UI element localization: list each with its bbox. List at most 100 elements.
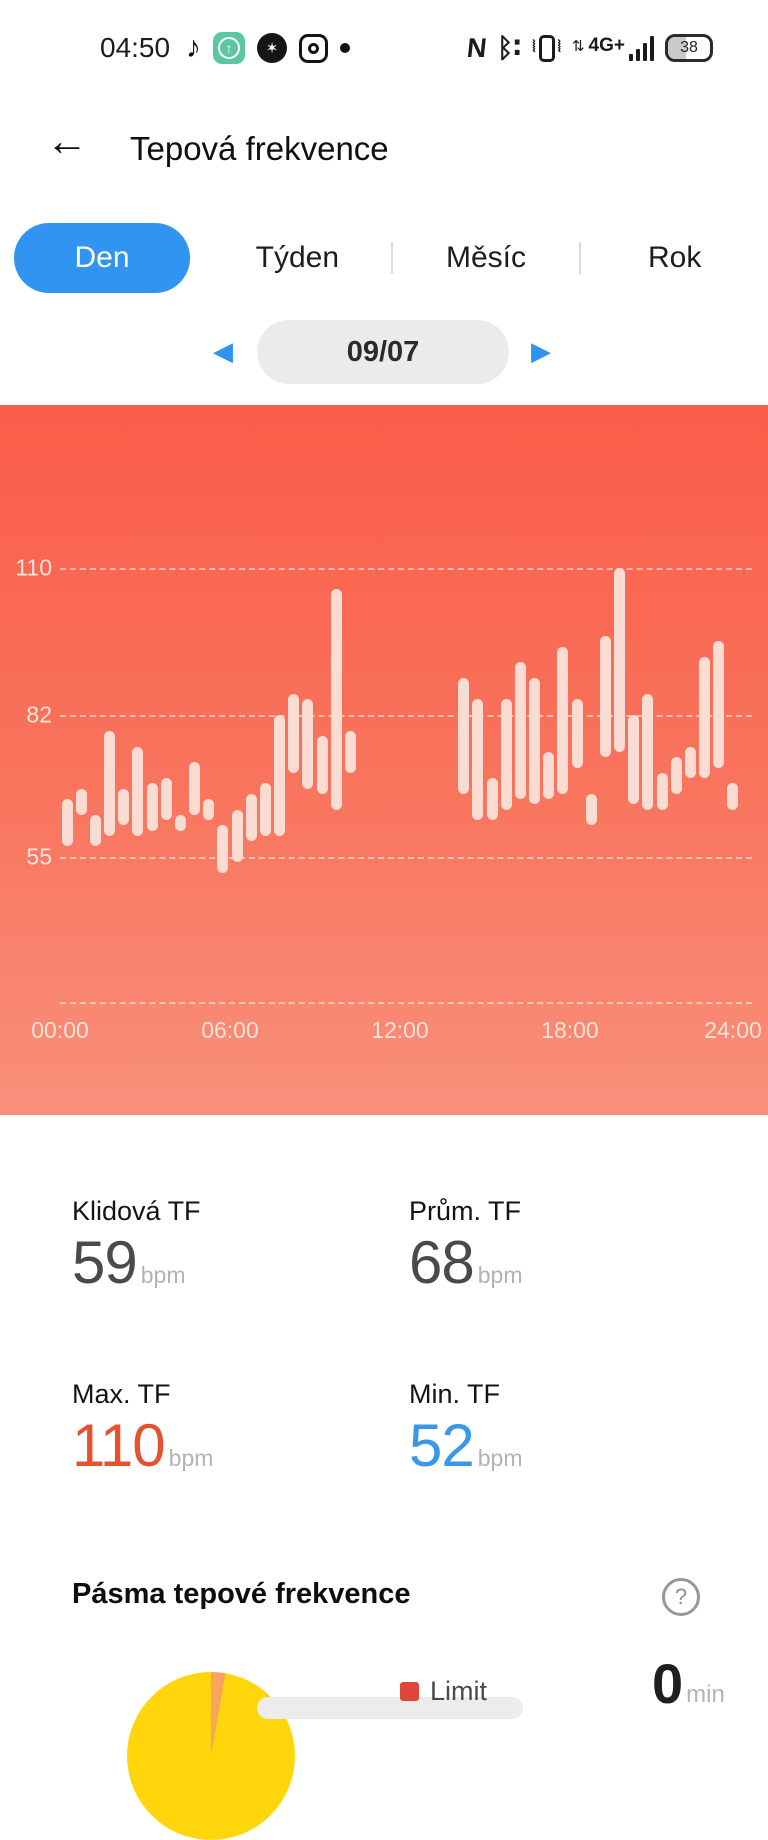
x-axis-tick-label: 00:00 bbox=[31, 1017, 89, 1043]
hr-range-bar-10:00[interactable] bbox=[344, 730, 356, 773]
stat-label: Prům. TF bbox=[409, 1196, 522, 1226]
hr-range-bar-20:00[interactable] bbox=[628, 714, 640, 805]
zone-duration-unit: min bbox=[686, 1681, 725, 1708]
hr-range-bar-06:00[interactable] bbox=[231, 809, 243, 863]
signal-bars-icon bbox=[629, 35, 654, 61]
hr-range-bar-14:30[interactable] bbox=[472, 699, 484, 821]
hr-range-bar-19:30[interactable] bbox=[614, 567, 626, 752]
hr-range-bar-03:30[interactable] bbox=[160, 778, 172, 821]
hr-range-bar-21:30[interactable] bbox=[670, 757, 682, 794]
next-day-icon[interactable]: ▶ bbox=[531, 336, 551, 366]
x-axis-tick-label: 18:00 bbox=[541, 1017, 599, 1043]
system-icons: N ᛒ∶ ⦚ ⦚ ⇅ 4G+ 38 bbox=[465, 30, 713, 66]
hr-range-bar-15:30[interactable] bbox=[500, 699, 512, 810]
period-tabs: Den Týden Měsíc Rok bbox=[0, 223, 768, 293]
tab-rok[interactable]: Rok bbox=[648, 241, 702, 274]
hr-range-bar-04:00[interactable] bbox=[174, 814, 186, 831]
hr-range-bar-04:30[interactable] bbox=[189, 762, 201, 815]
heart-rate-chart[interactable]: 110 82 55 00:00 06:00 12:00 18:00 24:00 bbox=[0, 405, 768, 1115]
stat-value: 68 bbox=[409, 1229, 475, 1296]
hr-range-bar-02:00[interactable] bbox=[118, 788, 130, 826]
stat-unit: bpm bbox=[140, 1262, 186, 1288]
battery-icon: 38 bbox=[665, 34, 713, 62]
hr-range-bar-05:30[interactable] bbox=[217, 825, 229, 873]
tab-tyden[interactable]: Týden bbox=[255, 241, 340, 274]
notification-icons: ♪ ↑ ✶ bbox=[186, 30, 350, 66]
y-axis-tick-label: 110 bbox=[15, 554, 52, 581]
stat-min-hr: Min. TF 52 bpm bbox=[409, 1379, 709, 1476]
battery-percent: 38 bbox=[680, 39, 698, 56]
y-axis-tick-label: 82 bbox=[26, 701, 52, 728]
hr-range-bar-01:30[interactable] bbox=[104, 730, 116, 836]
y-axis-tick-label: 55 bbox=[26, 843, 52, 870]
hr-range-bar-06:30[interactable] bbox=[245, 793, 257, 842]
hr-range-bar-22:30[interactable] bbox=[699, 657, 710, 779]
hr-range-bar-01:00[interactable] bbox=[89, 814, 101, 847]
y-gridline-82 bbox=[60, 714, 752, 717]
hr-range-bar-15:00[interactable] bbox=[486, 778, 498, 821]
previous-day-icon[interactable]: ◀ bbox=[213, 336, 233, 366]
tiktok-icon: ♪ bbox=[186, 31, 201, 64]
hr-range-bar-09:00[interactable] bbox=[316, 736, 328, 794]
stat-value: 59 bbox=[72, 1229, 138, 1296]
hr-range-bar-07:30[interactable] bbox=[274, 714, 286, 836]
camera-shutter-icon: ✶ bbox=[257, 33, 287, 63]
hr-range-bar-20:30[interactable] bbox=[642, 693, 654, 810]
date-pill[interactable]: 09/07 bbox=[257, 320, 509, 384]
hr-range-bar-05:00[interactable] bbox=[203, 799, 215, 821]
hr-range-bar-16:30[interactable] bbox=[529, 678, 541, 805]
mobile-network-icon: ⇅ 4G+ bbox=[572, 35, 654, 61]
x-axis-tick-label: 06:00 bbox=[201, 1017, 259, 1043]
hr-range-bar-08:30[interactable] bbox=[302, 699, 314, 789]
limit-legend-swatch bbox=[400, 1682, 419, 1701]
hr-range-bar-03:00[interactable] bbox=[146, 783, 158, 831]
stat-max-hr: Max. TF 110 bpm bbox=[72, 1379, 372, 1476]
limit-legend-label: Limit bbox=[430, 1676, 488, 1706]
page-title: Tepová frekvence bbox=[130, 130, 389, 167]
tab-separator bbox=[579, 242, 582, 274]
stat-unit: bpm bbox=[168, 1445, 214, 1471]
hr-range-bar-17:00[interactable] bbox=[543, 751, 555, 800]
vibrate-icon: ⦚ ⦚ bbox=[532, 34, 561, 62]
hr-range-bar-14:00[interactable] bbox=[458, 678, 470, 794]
hr-range-bar-22:00[interactable] bbox=[684, 746, 696, 779]
hr-range-bar-18:00[interactable] bbox=[571, 699, 583, 768]
stat-unit: bpm bbox=[477, 1262, 523, 1288]
x-axis-baseline bbox=[60, 1002, 752, 1004]
bluetooth-icon: ᛒ∶ bbox=[497, 32, 522, 63]
tab-separator bbox=[390, 242, 393, 274]
tab-den[interactable]: Den bbox=[14, 223, 190, 293]
help-icon[interactable]: ? bbox=[662, 1578, 700, 1616]
hr-range-bar-23:30[interactable] bbox=[727, 783, 739, 810]
hr-range-bar-07:00[interactable] bbox=[259, 783, 271, 836]
date-selector: ◀ 09/07 ▶ bbox=[0, 320, 768, 386]
y-gridline-55 bbox=[60, 857, 752, 859]
x-axis-tick-label: 24:00 bbox=[704, 1017, 762, 1043]
zone-duration-value: 0 bbox=[652, 1652, 684, 1715]
hr-range-bar-23:00[interactable] bbox=[713, 641, 725, 768]
back-button[interactable]: ← bbox=[46, 117, 88, 164]
zone-duration: 0 min bbox=[652, 1656, 725, 1712]
tab-mesic[interactable]: Měsíc bbox=[446, 241, 527, 274]
hr-range-bar-00:30[interactable] bbox=[75, 788, 87, 815]
status-bar: 04:50 ♪ ↑ ✶ N ᛒ∶ ⦚ ⦚ ⇅ 4G+ 38 bbox=[0, 16, 768, 76]
stat-value: 110 bbox=[72, 1412, 166, 1479]
stat-label: Klidová TF bbox=[72, 1196, 201, 1226]
hr-range-bar-18:30[interactable] bbox=[585, 793, 597, 826]
clock: 04:50 bbox=[100, 32, 171, 63]
hr-range-bar-21:00[interactable] bbox=[656, 772, 668, 810]
hr-range-bar-02:30[interactable] bbox=[132, 746, 144, 836]
stat-average-hr: Prům. TF 68 bpm bbox=[409, 1196, 709, 1293]
hr-range-bar-08:00[interactable] bbox=[288, 693, 300, 773]
hr-range-bar-19:00[interactable] bbox=[599, 636, 611, 758]
zones-section-title: Pásma tepové frekvence bbox=[72, 1578, 411, 1610]
hr-range-bar-00:00[interactable] bbox=[61, 799, 73, 847]
y-gridline-110 bbox=[60, 567, 752, 570]
instagram-icon bbox=[299, 33, 328, 63]
hr-range-bar-09:30[interactable] bbox=[330, 588, 342, 810]
notification-dot-icon bbox=[340, 43, 350, 53]
hr-range-bar-17:30[interactable] bbox=[557, 646, 569, 794]
nfc-icon: N bbox=[465, 32, 488, 63]
hr-range-bar-16:00[interactable] bbox=[514, 662, 526, 800]
stat-label: Min. TF bbox=[409, 1379, 501, 1409]
